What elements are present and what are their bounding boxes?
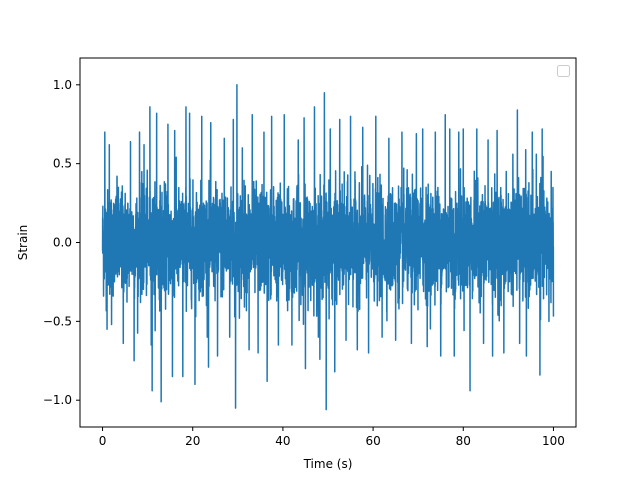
y-axis: −1.0 −0.5 0.0 0.5 1.0 — [43, 78, 80, 407]
y-tick-label: 1.0 — [53, 78, 72, 92]
x-axis: 0 20 40 60 80 100 — [99, 427, 565, 448]
x-axis-label: Time (s) — [303, 457, 353, 471]
plot-area — [101, 84, 555, 411]
x-tick-label: 60 — [365, 434, 380, 448]
x-tick-label: 80 — [456, 434, 471, 448]
series-line — [101, 84, 555, 411]
y-tick-label: −1.0 — [43, 393, 72, 407]
x-tick-label: 40 — [275, 434, 290, 448]
y-axis-label: Strain — [16, 225, 30, 261]
y-tick-label: 0.0 — [53, 236, 72, 250]
y-tick-label: 0.5 — [53, 157, 72, 171]
x-tick-label: 100 — [542, 434, 565, 448]
legend-box — [557, 65, 570, 77]
y-tick-label: −0.5 — [43, 314, 72, 328]
x-tick-label: 20 — [185, 434, 200, 448]
series-layer — [101, 84, 555, 411]
x-tick-label: 0 — [99, 434, 107, 448]
